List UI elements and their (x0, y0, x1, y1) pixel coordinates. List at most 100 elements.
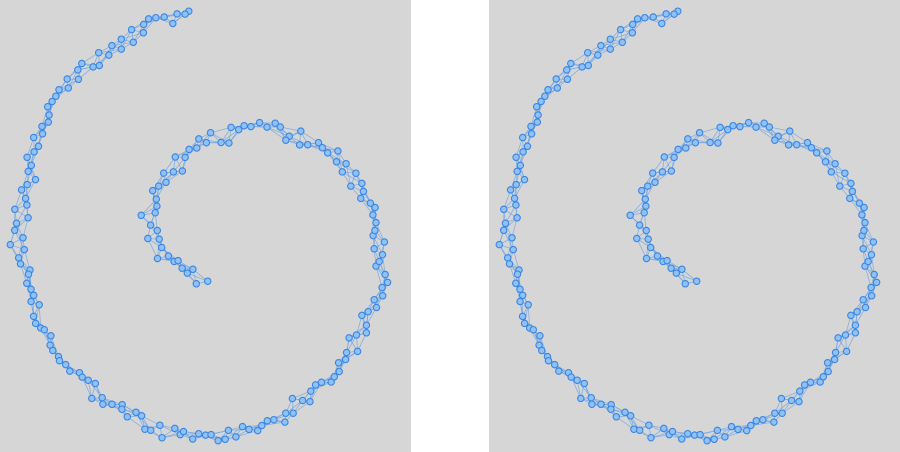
graph-node (353, 347, 362, 356)
graph-node (527, 130, 536, 138)
graph-node (532, 102, 541, 111)
graph-node (594, 51, 602, 59)
graph-node (171, 424, 179, 433)
graph-node (27, 161, 36, 170)
graph-node (144, 234, 152, 243)
graph-node (157, 243, 166, 252)
graph-node (703, 436, 711, 445)
graph-node (555, 367, 563, 375)
graph-node (137, 211, 145, 220)
graph-node (644, 235, 652, 243)
graph-node (771, 409, 779, 417)
graph-node (289, 409, 297, 417)
graph-node (641, 195, 650, 203)
graph-node (171, 153, 180, 161)
graph-node (221, 435, 229, 444)
graph-node (255, 118, 264, 127)
graph-node (846, 194, 854, 203)
graph-node (29, 291, 38, 300)
graph-node (752, 123, 760, 131)
graph-node (195, 135, 203, 143)
graph-node (553, 84, 562, 92)
graph-node (98, 393, 106, 402)
graph-node (314, 138, 323, 147)
graph-node (117, 35, 126, 43)
graph-node (48, 97, 56, 106)
graph-node (616, 25, 625, 34)
graph-edge (266, 126, 290, 137)
graph-node (787, 396, 796, 405)
graph-node (12, 219, 21, 228)
graph-node (672, 269, 681, 277)
graph-node (181, 10, 189, 18)
graph-node (23, 153, 31, 162)
graph-node (30, 148, 38, 156)
panel-background (0, 0, 411, 452)
graph-node (640, 208, 648, 217)
graph-node (580, 379, 589, 388)
graph-node (234, 125, 243, 134)
graph-node (181, 153, 189, 162)
graph-node (357, 194, 365, 203)
graph-node (318, 143, 327, 152)
graph-node (6, 240, 15, 249)
graph-node (154, 182, 163, 190)
graph-node (158, 433, 166, 442)
graph-node (23, 201, 31, 209)
graph-node (512, 201, 520, 209)
graph-node (207, 430, 215, 439)
graph-node (642, 226, 651, 235)
graph-node (500, 205, 508, 214)
graph-node (584, 61, 593, 70)
graph-node (841, 331, 850, 339)
graph-node (501, 219, 510, 228)
graph-node (563, 75, 572, 84)
graph-node (174, 256, 182, 265)
graph-node (23, 279, 31, 288)
graph-node (563, 66, 571, 74)
graph-node (516, 285, 524, 294)
graph-node (27, 297, 35, 306)
graph-node (760, 119, 768, 127)
graph-node (84, 376, 92, 384)
graph-node (152, 195, 161, 203)
graph-node (317, 378, 326, 387)
graph-node (358, 179, 366, 188)
graph-node (247, 122, 255, 131)
graph-node (334, 147, 342, 155)
graph-node (509, 245, 518, 254)
graph-node (383, 278, 392, 287)
panel-background (489, 0, 900, 452)
graph-node (78, 59, 86, 68)
graph-node (117, 45, 126, 53)
graph-node (95, 61, 104, 70)
graph-node (202, 138, 211, 147)
graph-node (583, 48, 592, 57)
graph-node (342, 348, 351, 357)
graph-node (238, 422, 247, 431)
graph-node (513, 167, 521, 176)
graph-node (227, 123, 235, 132)
graph-node (786, 127, 794, 135)
graph-node (777, 394, 786, 403)
graph-node (503, 254, 512, 262)
graph-node (232, 433, 240, 441)
graph-node (607, 405, 615, 413)
graph-node (19, 234, 27, 242)
graph-node (370, 245, 378, 253)
graph-node (836, 182, 844, 190)
graph-node (372, 303, 381, 312)
graph-node (371, 226, 379, 235)
graph-node (527, 122, 535, 131)
graph-node (206, 128, 215, 137)
graph-node (371, 203, 379, 212)
graph-node (861, 303, 870, 312)
graph-node (637, 186, 646, 195)
graph-node (64, 84, 73, 92)
graph-node (378, 250, 387, 259)
graph-node (159, 169, 168, 177)
graph-node (518, 312, 527, 321)
graph-node (747, 421, 755, 430)
graph-node (541, 92, 549, 100)
graph-node (867, 292, 876, 300)
